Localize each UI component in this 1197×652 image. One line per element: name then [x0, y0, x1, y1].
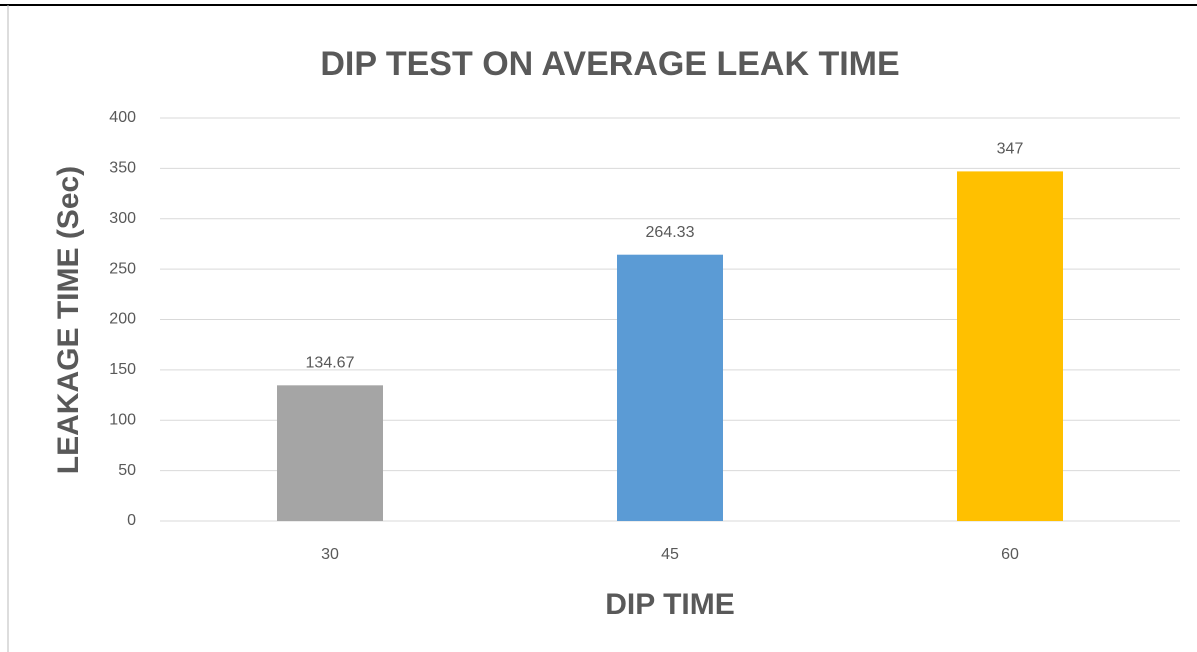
y-tick-label: 300 [109, 210, 136, 227]
y-tick-label: 350 [109, 160, 136, 177]
x-tick-label: 30 [321, 546, 339, 563]
y-axis-label: LEAKAGE TIME (Sec) [52, 166, 85, 474]
data-label: 347 [997, 141, 1024, 158]
y-tick-label: 250 [109, 260, 136, 277]
y-tick-label: 150 [109, 361, 136, 378]
chart-title: DIP TEST ON AVERAGE LEAK TIME [320, 45, 899, 83]
y-tick-label: 200 [109, 311, 136, 328]
bar [277, 385, 383, 521]
x-tick-label: 60 [1001, 546, 1019, 563]
y-tick-label: 0 [127, 512, 136, 529]
bar [617, 254, 723, 521]
y-tick-label: 100 [109, 411, 136, 428]
data-label: 134.67 [306, 355, 355, 372]
x-tick-label: 45 [661, 546, 679, 563]
x-axis-label: DIP TIME [605, 588, 734, 621]
y-tick-label: 400 [109, 109, 136, 126]
data-label: 264.33 [646, 224, 695, 241]
bar [957, 171, 1063, 521]
y-tick-label: 50 [118, 462, 136, 479]
